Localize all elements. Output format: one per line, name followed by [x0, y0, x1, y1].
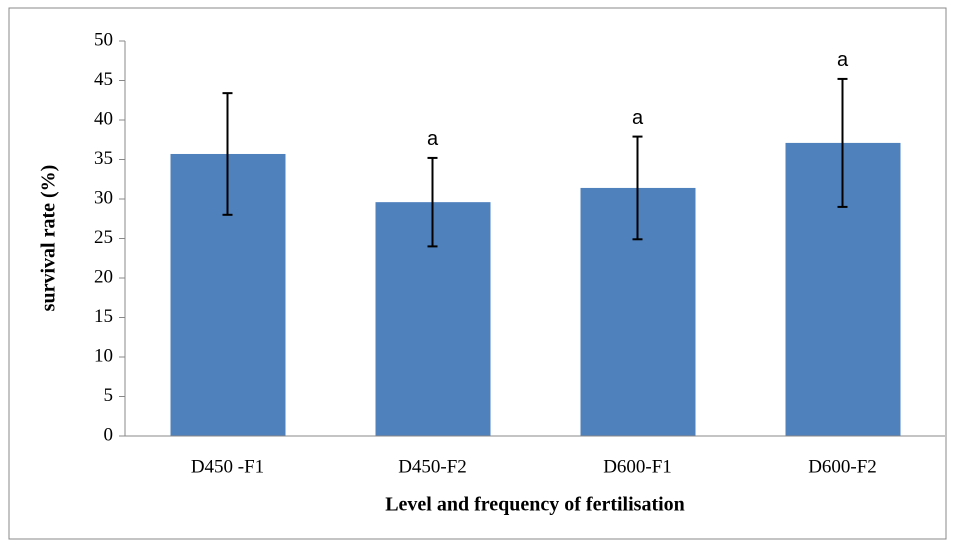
x-tick-label: D450 -F1 — [191, 456, 264, 477]
annotation: a — [427, 128, 439, 150]
x-tick-label: D450-F2 — [398, 456, 467, 477]
y-tick-label: 0 — [104, 424, 114, 445]
x-tick-label: D600-F2 — [808, 456, 877, 477]
annotation: a — [837, 49, 849, 71]
error-bar — [632, 135, 643, 241]
annotation: a — [632, 107, 644, 129]
y-tick-label: 50 — [94, 29, 113, 50]
y-tick-label: 10 — [94, 345, 113, 366]
y-tick-label: 40 — [94, 108, 113, 129]
error-bar — [837, 77, 848, 208]
y-tick-label: 25 — [94, 227, 113, 248]
chart-frame — [8, 7, 947, 540]
y-tick-label: 15 — [94, 306, 113, 327]
y-tick-label: 30 — [94, 187, 113, 208]
error-bar — [222, 92, 233, 216]
y-axis-title: survival rate (%) — [38, 165, 60, 312]
y-tick-label: 45 — [94, 69, 113, 90]
x-tick-label: D600-F1 — [603, 456, 672, 477]
error-bar — [427, 156, 438, 248]
y-tick-label: 5 — [104, 385, 114, 406]
y-tick-label: 35 — [94, 148, 113, 169]
x-axis-title: Level and frequency of fertilisation — [385, 494, 685, 516]
y-tick-label: 20 — [94, 266, 113, 287]
